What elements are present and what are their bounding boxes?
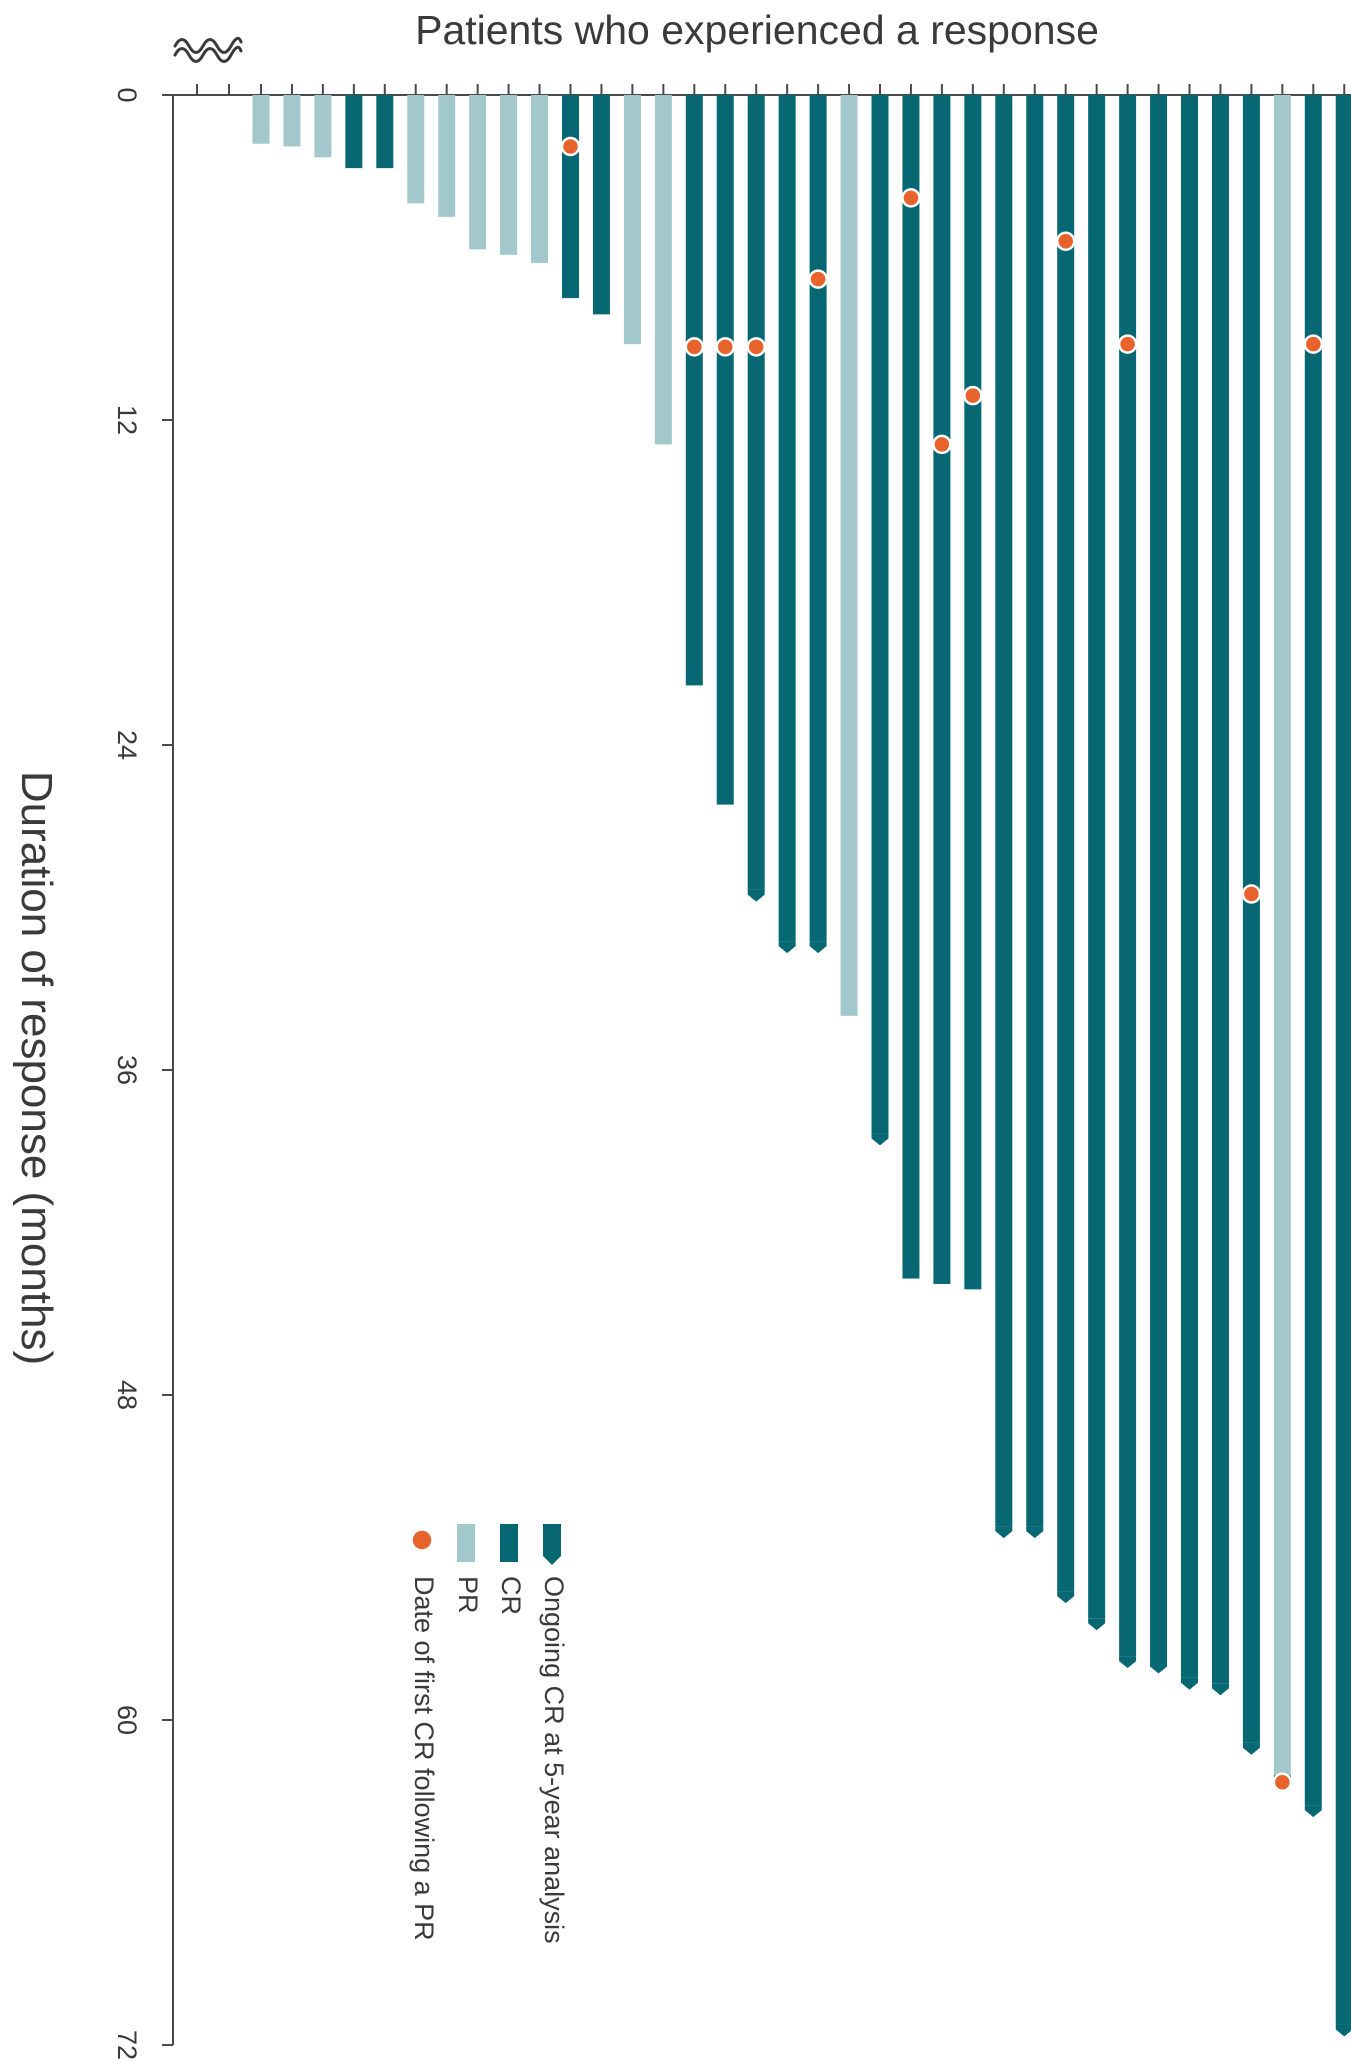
ongoing-arrow-tip: [1335, 2024, 1351, 2037]
legend-label-cr: CR: [496, 1576, 526, 1615]
legend: Ongoing CR at 5-year analysis CR PR Date of…: [409, 1524, 569, 1944]
bar-pr: [283, 95, 301, 147]
first-cr-marker: [1055, 231, 1076, 251]
first-cr-marker: [1303, 334, 1324, 354]
first-cr-marker: [932, 434, 952, 455]
bar-cr-ongoing: [1335, 95, 1351, 2025]
ongoing-arrow-tip: [871, 1133, 889, 1146]
bar-pr-ongoing: [1273, 95, 1291, 1776]
bar-cr: [592, 95, 610, 315]
ongoing-arrow-tip: [809, 941, 827, 954]
first-cr-marker: [1241, 884, 1262, 904]
ongoing-arrow-tip: [1242, 1742, 1260, 1755]
ongoing-arrow-tip: [1119, 1656, 1137, 1669]
bar-cr: [716, 95, 734, 805]
first-cr-marker: [560, 136, 581, 157]
legend-label-ongoing: Ongoing CR at 5-year analysis: [539, 1576, 569, 1944]
bar-cr: [685, 95, 703, 686]
bar-cr-ongoing: [1026, 95, 1044, 1527]
y-tick-label: 48: [112, 1380, 142, 1410]
bar-pr: [840, 95, 858, 1016]
y-tick-label: 72: [112, 2030, 142, 2060]
legend-label-pr: PR: [453, 1576, 483, 1614]
ongoing-arrow-tip: [778, 941, 796, 954]
ongoing-arrow-tip: [747, 889, 765, 902]
ongoing-arrow-tip: [1088, 1618, 1106, 1631]
y-tick-label: 0: [112, 87, 142, 102]
y-tick-label: 60: [112, 1705, 142, 1735]
bar-pr: [407, 95, 425, 204]
bar-cr: [345, 95, 363, 169]
ongoing-arrow-tip: [995, 1526, 1013, 1539]
bar-cr-ongoing: [995, 95, 1013, 1527]
bar-pr: [531, 95, 549, 263]
bar-cr-ongoing: [871, 95, 889, 1134]
bar-pr: [252, 95, 270, 144]
y-tick-label: 24: [112, 730, 142, 760]
first-cr-marker: [901, 188, 921, 208]
bars: [252, 95, 1351, 2037]
first-cr-marker: [684, 337, 705, 357]
y-axis-label: Duration of response (months): [12, 771, 61, 1365]
x-axis-ticks: [196, 84, 1346, 95]
legend-cr-swatch: [500, 1524, 518, 1562]
bar-cr-ongoing: [809, 95, 827, 942]
bar-cr-ongoing: [1242, 95, 1260, 1743]
legend-marker-swatch: [410, 1528, 434, 1552]
first-cr-marker: [715, 337, 735, 357]
y-tick-label: 36: [112, 1055, 142, 1085]
ongoing-arrow-tip: [1304, 1805, 1322, 1818]
legend-ongoing-swatch: [543, 1524, 561, 1565]
legend-pr-swatch: [457, 1524, 475, 1562]
bar-pr: [438, 95, 456, 217]
bar-cr-ongoing: [1119, 95, 1137, 1657]
y-axis-ticks: 0 12 24 36 48 60 72: [112, 87, 173, 2060]
bar-pr: [500, 95, 518, 255]
bar-cr-ongoing: [1150, 95, 1168, 1662]
first-cr-marker: [746, 337, 766, 357]
first-cr-markers: [560, 136, 1324, 1793]
first-cr-marker: [1272, 1772, 1293, 1793]
bar-cr: [964, 95, 982, 1290]
bar-cr-ongoing: [1088, 95, 1106, 1619]
bar-cr-ongoing: [747, 95, 765, 890]
ongoing-arrow-tip: [1150, 1661, 1168, 1674]
bar-pr: [654, 95, 672, 445]
bar-pr: [623, 95, 641, 345]
legend-label-marker: Date of first CR following a PR: [409, 1576, 439, 1941]
chart-title: Patients who experienced a response: [415, 7, 1099, 53]
bar-cr-ongoing: [778, 95, 796, 942]
first-cr-marker: [963, 385, 983, 406]
bar-cr: [902, 95, 920, 1279]
bar-cr-ongoing: [1211, 95, 1229, 1684]
bar-cr-ongoing: [1057, 95, 1075, 1592]
bar-cr: [933, 95, 951, 1284]
first-cr-marker: [808, 269, 828, 289]
ongoing-arrow-tip: [1026, 1526, 1044, 1539]
ongoing-arrow-tip: [1057, 1591, 1075, 1604]
bar-pr: [314, 95, 332, 158]
bar-pr: [469, 95, 487, 250]
ongoing-arrow-tip: [1211, 1683, 1229, 1696]
y-tick-label: 12: [112, 405, 142, 435]
bar-cr: [562, 95, 579, 299]
first-cr-marker: [1117, 334, 1138, 354]
axis-break-icon: [173, 36, 243, 63]
bar-cr: [376, 95, 394, 169]
bar-cr-ongoing: [1181, 95, 1198, 1678]
ongoing-arrow-tip: [1181, 1677, 1198, 1690]
bar-cr-ongoing: [1304, 95, 1322, 1806]
